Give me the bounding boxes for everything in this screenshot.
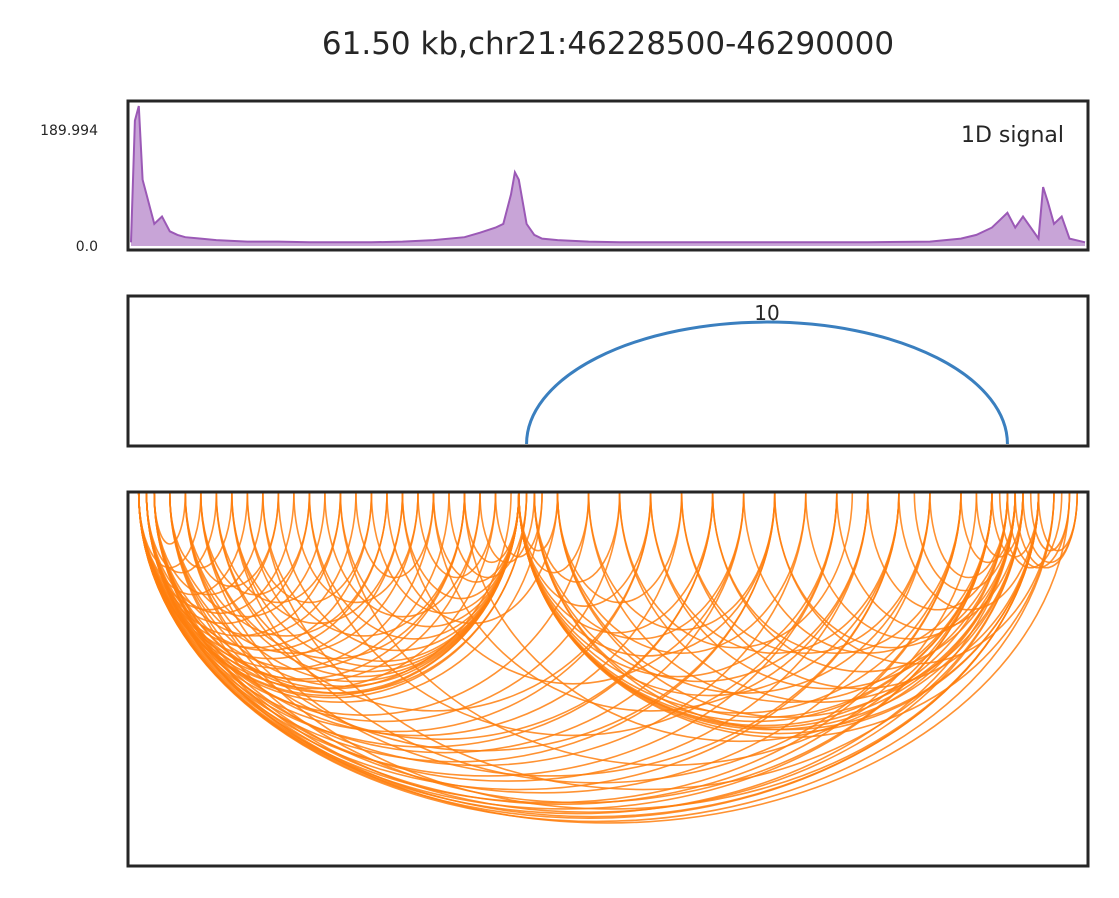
interaction-arc	[518, 492, 1055, 739]
signal-area	[131, 106, 1085, 246]
interaction-arc	[494, 492, 543, 558]
figure-title: 61.50 kb,chr21:46228500-46290000	[322, 26, 894, 62]
loop-arcs: 10	[525, 301, 1009, 445]
interaction-arc	[742, 492, 993, 654]
interaction-arc	[975, 492, 1024, 558]
interaction-arc	[680, 492, 1040, 689]
interaction-arc	[262, 492, 466, 637]
interaction-arc	[804, 492, 1016, 640]
interaction-arc	[401, 492, 745, 685]
signal-panel: 189.994 0.0 1D signal	[40, 99, 1090, 255]
interaction-arc	[479, 492, 536, 564]
signal-ymin-label: 0.0	[76, 239, 98, 255]
interaction-arc	[649, 492, 1009, 690]
interaction-arc	[417, 492, 497, 579]
interaction-arc	[145, 492, 1071, 824]
interaction-arc	[153, 492, 683, 737]
interaction-arc	[153, 492, 807, 767]
interaction-arc	[168, 492, 714, 741]
interaction-arc	[518, 492, 652, 607]
interaction-panel-frame	[126, 490, 1090, 868]
loop-panel: 10	[126, 294, 1090, 448]
signal-legend: 1D signal	[961, 123, 1064, 148]
interaction-arc	[386, 492, 559, 624]
interaction-arc	[960, 492, 1016, 564]
interaction-arc	[1029, 492, 1071, 552]
interaction-arc	[215, 492, 652, 712]
interaction-arc	[773, 492, 1055, 665]
interaction-arc	[200, 492, 900, 777]
interaction-arc	[836, 492, 1024, 631]
interaction-arc	[991, 492, 1040, 557]
interaction-arc	[711, 492, 1016, 673]
interaction-arc	[680, 492, 931, 654]
interaction-arc	[556, 492, 807, 655]
interaction-arc	[293, 492, 419, 604]
interaction-panel	[126, 490, 1090, 868]
interaction-arc	[145, 492, 869, 782]
interaction-arc	[145, 492, 621, 723]
interaction-arc	[618, 492, 854, 649]
loop-panel-frame	[126, 294, 1090, 448]
interaction-arc	[867, 492, 1009, 611]
interaction-arc	[137, 492, 1016, 815]
interaction-arc	[649, 492, 900, 654]
interaction-arc	[308, 492, 838, 737]
interaction-arc	[518, 492, 776, 657]
interaction-arc	[231, 492, 962, 784]
interaction-arc	[533, 492, 993, 719]
interaction-arc	[153, 492, 528, 695]
interaction-arc	[153, 492, 931, 794]
signal-line	[130, 105, 1086, 244]
interaction-arc	[262, 492, 1024, 790]
interaction-arc	[1037, 492, 1079, 552]
interaction-arc	[231, 492, 520, 668]
interaction-arc	[153, 492, 1024, 813]
interaction-arcs	[137, 492, 1079, 824]
interaction-arc	[533, 492, 1040, 730]
interaction-arc	[618, 492, 1024, 703]
interaction-arc	[355, 492, 435, 579]
interaction-arc	[339, 492, 993, 767]
interaction-arc	[168, 492, 993, 804]
interaction-arc	[998, 492, 1063, 568]
interaction-arc	[184, 492, 776, 752]
signal-panel-frame	[126, 99, 1090, 252]
signal-ymax-label: 189.994	[40, 123, 98, 139]
interaction-arc	[145, 492, 745, 754]
loop-arc-label: 10	[754, 301, 779, 325]
loop-arc	[525, 320, 1009, 445]
interaction-arc	[137, 492, 1055, 823]
